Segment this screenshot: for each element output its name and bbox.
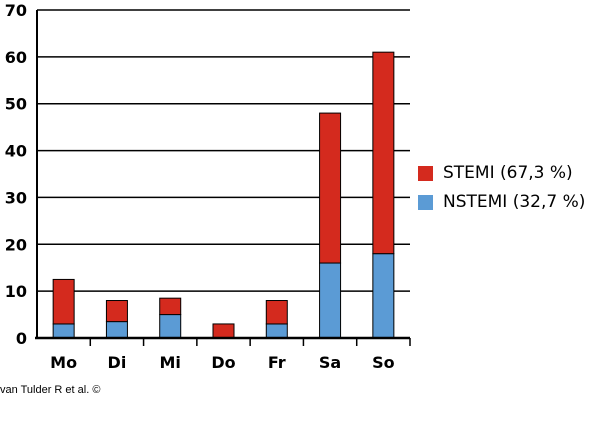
- bar-fr-series-0: [265, 323, 288, 339]
- bar-mi-series-0: [159, 314, 182, 339]
- x-tick-label-sa: Sa: [319, 353, 341, 372]
- bar-so-series-0: [372, 253, 395, 339]
- x-tick-label-so: So: [372, 353, 395, 372]
- bar-mi-series-1: [159, 297, 182, 316]
- bar-mo-series-0: [52, 323, 75, 339]
- y-tick-label-10: 10: [5, 282, 27, 301]
- x-tick-label-mo: Mo: [50, 353, 77, 372]
- legend-label-nstemi: NSTEMI (32,7 %): [443, 192, 586, 212]
- bar-mo-series-1: [52, 278, 75, 325]
- y-tick-label-60: 60: [5, 48, 27, 67]
- bar-do-series-1: [212, 323, 235, 339]
- bar-sa-series-1: [319, 112, 342, 264]
- bar-di-series-1: [105, 300, 128, 323]
- x-tick-label-fr: Fr: [268, 353, 286, 372]
- bar-di-series-0: [105, 321, 128, 339]
- y-tick-label-0: 0: [16, 329, 27, 348]
- x-tick-label-mi: Mi: [160, 353, 181, 372]
- x-tick-label-di: Di: [108, 353, 127, 372]
- y-tick-label-40: 40: [5, 142, 27, 161]
- image-credit: van Tulder R et al. ©: [0, 384, 101, 396]
- y-tick-label-50: 50: [5, 95, 27, 114]
- y-tick-label-70: 70: [5, 1, 27, 20]
- bar-so-series-1: [372, 51, 395, 255]
- bar-sa-series-0: [319, 262, 342, 339]
- legend-item-stemi: STEMI (67,3 %): [418, 163, 585, 183]
- bar-fr-series-1: [265, 300, 288, 325]
- y-tick-label-20: 20: [5, 235, 27, 254]
- x-tick-label-do: Do: [211, 353, 235, 372]
- legend-swatch-stemi: [418, 165, 433, 181]
- y-tick-label-30: 30: [5, 188, 27, 207]
- chart-legend: STEMI (67,3 %) NSTEMI (32,7 %): [418, 163, 585, 221]
- legend-swatch-nstemi: [418, 194, 433, 210]
- legend-label-stemi: STEMI (67,3 %): [443, 163, 573, 183]
- legend-item-nstemi: NSTEMI (32,7 %): [418, 192, 585, 212]
